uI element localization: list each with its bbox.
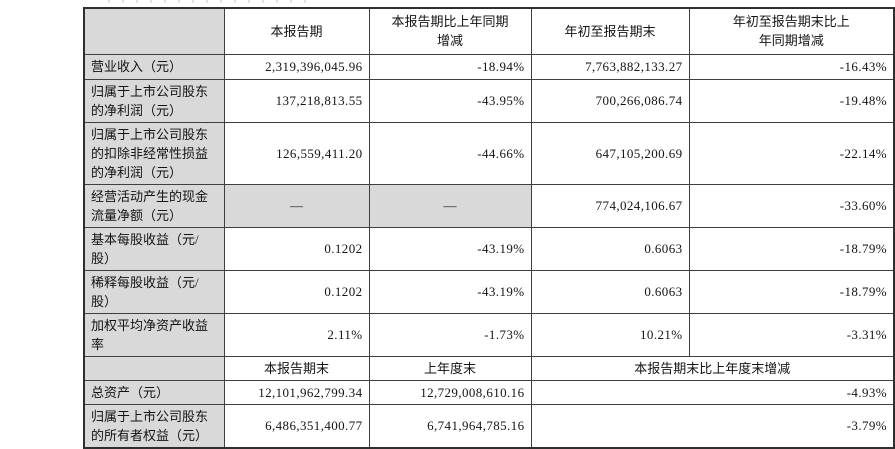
- value-change: -4.93%: [530, 379, 895, 405]
- key-financials-table: 本报告期 本报告期比上年同期增减 年初至报告期末 年初至报告期末比上年同期增减 …: [83, 7, 895, 449]
- value-ytd: 700,266,086.74: [530, 78, 690, 123]
- metric-label: 营业收入（元）: [83, 53, 225, 80]
- table-row-diluted-eps: 稀释每股收益（元/股） 0.1202 -43.19% 0.6063 -18.79…: [83, 269, 895, 314]
- table-row-operating-cash-flow: 经营活动产生的现金流量净额（元） — — 774,024,106.67 -33.…: [83, 183, 895, 228]
- header-row-period: 本报告期 本报告期比上年同期增减 年初至报告期末 年初至报告期末比上年同期增减: [83, 7, 895, 55]
- report-page: 本报告期 本报告期比上年同期增减 年初至报告期末 年初至报告期末比上年同期增减 …: [83, 0, 895, 449]
- value-ytd-yoy: -22.14%: [688, 121, 895, 185]
- value-ytd: 7,763,882,133.27: [530, 53, 690, 80]
- table-row-weighted-avg-roe: 加权平均净资产收益率 2.11% -1.73% 10.21% -3.31%: [83, 312, 895, 357]
- value-ytd: 0.6063: [530, 226, 690, 271]
- value-ytd-yoy: -3.31%: [688, 312, 895, 357]
- table-row-net-profit-excl-nonrecurring: 归属于上市公司股东的扣除非经常性损益的净利润（元） 126,559,411.20…: [83, 121, 895, 185]
- value-ytd: 0.6063: [530, 269, 690, 314]
- header-prev-year-end: 上年度末: [368, 355, 532, 381]
- table-row-basic-eps: 基本每股收益（元/股） 0.1202 -43.19% 0.6063 -18.79…: [83, 226, 895, 271]
- table-row-total-assets: 总资产（元） 12,101,962,799.34 12,729,008,610.…: [83, 379, 895, 405]
- value-ytd-yoy: -19.48%: [688, 78, 895, 123]
- corner-cell: [83, 7, 225, 55]
- value-yoy: -18.94%: [368, 53, 532, 80]
- value-yoy: -1.73%: [368, 312, 532, 357]
- header-period-end-change: 本报告期末比上年度末增减: [530, 355, 895, 381]
- value-prev-year-end: 12,729,008,610.16: [368, 379, 532, 405]
- metric-label: 归属于上市公司股东的净利润（元）: [83, 78, 225, 123]
- header-ytd: 年初至报告期末: [530, 7, 690, 55]
- value-current: 137,218,813.55: [223, 78, 370, 123]
- value-ytd: 10.21%: [530, 312, 690, 357]
- metric-label: 总资产（元）: [83, 379, 225, 405]
- metric-label: 归属于上市公司股东的所有者权益（元）: [83, 403, 225, 448]
- metric-label: 稀释每股收益（元/股）: [83, 269, 225, 314]
- value-yoy: -43.19%: [368, 226, 532, 271]
- header-period-end: 本报告期末: [223, 355, 370, 381]
- value-current-dash: —: [223, 183, 370, 228]
- cropped-text-remnant: [108, 0, 308, 3]
- header-row-period-end: 本报告期末 上年度末 本报告期末比上年度末增减: [83, 355, 895, 381]
- value-yoy-dash: —: [368, 183, 532, 228]
- table-row-net-profit: 归属于上市公司股东的净利润（元） 137,218,813.55 -43.95% …: [83, 78, 895, 123]
- value-ytd-yoy: -18.79%: [688, 269, 895, 314]
- metric-label: 归属于上市公司股东的扣除非经常性损益的净利润（元）: [83, 121, 225, 185]
- metric-label: 经营活动产生的现金流量净额（元）: [83, 183, 225, 228]
- header-ytd-yoy: 年初至报告期末比上年同期增减: [688, 7, 895, 55]
- value-current: 0.1202: [223, 269, 370, 314]
- value-yoy: -44.66%: [368, 121, 532, 185]
- value-ytd: 774,024,106.67: [530, 183, 690, 228]
- value-period-end: 6,486,351,400.77: [223, 403, 370, 448]
- value-current: 2.11%: [223, 312, 370, 357]
- value-current: 2,319,396,045.96: [223, 53, 370, 80]
- header-current-period: 本报告期: [223, 7, 370, 55]
- value-current: 0.1202: [223, 226, 370, 271]
- corner-cell: [83, 355, 225, 381]
- value-yoy: -43.95%: [368, 78, 532, 123]
- value-current: 126,559,411.20: [223, 121, 370, 185]
- value-yoy: -43.19%: [368, 269, 532, 314]
- value-change: -3.79%: [530, 403, 895, 448]
- table-row-equity-attributable: 归属于上市公司股东的所有者权益（元） 6,486,351,400.77 6,74…: [83, 403, 895, 448]
- metric-label: 加权平均净资产收益率: [83, 312, 225, 357]
- value-ytd-yoy: -18.79%: [688, 226, 895, 271]
- table-row-revenue: 营业收入（元） 2,319,396,045.96 -18.94% 7,763,8…: [83, 53, 895, 80]
- value-ytd: 647,105,200.69: [530, 121, 690, 185]
- header-current-period-yoy: 本报告期比上年同期增减: [368, 7, 532, 55]
- value-ytd-yoy: -16.43%: [688, 53, 895, 80]
- value-period-end: 12,101,962,799.34: [223, 379, 370, 405]
- metric-label: 基本每股收益（元/股）: [83, 226, 225, 271]
- value-prev-year-end: 6,741,964,785.16: [368, 403, 532, 448]
- value-ytd-yoy: -33.60%: [688, 183, 895, 228]
